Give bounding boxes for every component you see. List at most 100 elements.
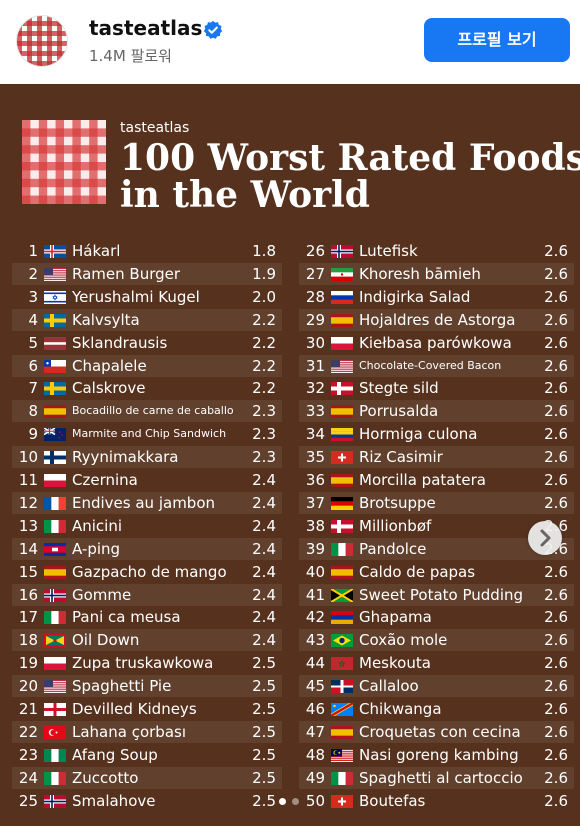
food-score: 2.4 xyxy=(252,585,276,604)
list-item: 4 Kalvsylta 2.2 xyxy=(12,308,282,331)
food-score: 2.4 xyxy=(252,539,276,558)
food-name: Gazpacho de mango xyxy=(72,562,227,581)
food-score: 2.3 xyxy=(252,425,276,444)
food-rank: 26 xyxy=(305,242,325,260)
post-image[interactable]: tasteatlas 100 Worst Rated Foods in the … xyxy=(0,84,580,826)
flag-italy-icon xyxy=(331,542,353,556)
food-rank: 2 xyxy=(28,264,38,283)
food-name: Pandolce xyxy=(359,539,427,558)
carousel-dot[interactable] xyxy=(279,798,286,805)
poster-title-line1: 100 Worst Rated Foods xyxy=(120,137,580,179)
chevron-right-icon xyxy=(540,529,551,547)
food-name: Hákarl xyxy=(72,242,121,260)
carousel-next-button[interactable] xyxy=(528,521,562,555)
flag-spain-icon xyxy=(331,405,353,419)
food-name: Brotsuppe xyxy=(359,493,436,512)
food-score: 2.6 xyxy=(544,700,568,718)
flag-england-icon xyxy=(44,703,66,716)
food-score: 2.4 xyxy=(252,471,276,489)
food-name: Chapalele xyxy=(72,356,147,375)
flag-spain-icon xyxy=(331,565,353,579)
account-name[interactable]: tasteatlas xyxy=(89,16,203,40)
food-rank: 37 xyxy=(305,493,325,512)
flag-italy-icon xyxy=(44,771,66,785)
flag-france-icon xyxy=(44,496,66,510)
food-name: Ghapama xyxy=(359,608,432,627)
food-rank: 11 xyxy=(18,471,38,489)
flag-italy-icon xyxy=(44,611,66,625)
flag-grenada-icon xyxy=(44,634,66,648)
flag-iran-icon xyxy=(331,267,353,281)
food-rank: 32 xyxy=(305,379,325,398)
food-rank: 3 xyxy=(28,287,38,306)
food-rank: 1 xyxy=(28,242,38,260)
verified-badge-icon xyxy=(203,20,223,39)
food-rank: 17 xyxy=(18,608,38,627)
list-item: 41 Sweet Potato Pudding 2.6 xyxy=(299,583,574,606)
list-item: 40 Caldo de papas 2.6 xyxy=(299,561,574,583)
food-rank: 22 xyxy=(18,722,38,741)
food-name: Zupa truskawkowa xyxy=(72,654,214,673)
list-item: 7 Calskrove 2.2 xyxy=(12,377,282,399)
food-name: Nasi goreng kambing xyxy=(359,745,519,764)
list-item: 34 Hormiga culona 2.6 xyxy=(299,423,574,445)
food-score: 2.2 xyxy=(252,379,276,398)
food-name: Yerushalmi Kugel xyxy=(72,287,200,306)
list-item: 26 Lutefisk 2.6 xyxy=(299,240,574,262)
flag-cambodia-icon xyxy=(44,542,66,556)
food-score: 2.6 xyxy=(544,585,568,604)
list-item: 30 Kiełbasa parówkowa 2.6 xyxy=(299,332,574,354)
list-item: 25 Smalahove 2.5 xyxy=(12,790,282,812)
list-item: 17 Pani ca meusa 2.4 xyxy=(12,606,282,628)
food-name: Lutefisk xyxy=(359,242,418,260)
food-score: 2.4 xyxy=(252,562,276,581)
food-name: Spaghetti Pie xyxy=(72,677,172,696)
food-score: 2.6 xyxy=(544,677,568,696)
food-rank: 9 xyxy=(28,425,38,444)
food-rank: 38 xyxy=(305,516,325,535)
carousel-dot[interactable] xyxy=(292,798,299,805)
food-score: 2.6 xyxy=(544,654,568,673)
food-score: 2.5 xyxy=(252,768,276,787)
list-item: 8 Bocadillo de carne de caballo 2.3 xyxy=(12,400,282,423)
food-name: Coxão mole xyxy=(359,631,448,650)
list-item: 47 Croquetas con cecina 2.6 xyxy=(299,720,574,743)
food-score: 2.6 xyxy=(544,471,568,489)
carousel-page-indicator xyxy=(279,790,305,805)
food-name: Endives au jambon xyxy=(72,493,216,512)
poster-title-line2: in the World xyxy=(120,174,370,216)
food-rank: 46 xyxy=(305,700,325,718)
food-rank: 19 xyxy=(18,654,38,673)
flag-poland-icon xyxy=(44,657,66,671)
list-item: 28 Indigirka Salad 2.6 xyxy=(299,286,574,308)
food-name: Czernina xyxy=(72,471,138,489)
flag-usa-icon xyxy=(44,267,66,281)
food-name: Kiełbasa parówkowa xyxy=(359,333,512,352)
list-item: 12 Endives au jambon 2.4 xyxy=(12,491,282,514)
flag-norway-icon xyxy=(44,588,66,602)
food-name: Oil Down xyxy=(72,631,140,650)
flag-norway-icon xyxy=(44,794,66,808)
food-score: 2.6 xyxy=(544,631,568,650)
list-item: 32 Stegte sild 2.6 xyxy=(299,377,574,399)
food-name: Hormiga culona xyxy=(359,425,478,444)
food-score: 2.0 xyxy=(252,287,276,306)
food-score: 2.5 xyxy=(252,745,276,764)
food-name: Ryynimakkara xyxy=(72,448,179,467)
food-rank: 24 xyxy=(18,768,38,787)
flag-norway-icon xyxy=(331,245,353,258)
view-profile-button[interactable]: 프로필 보기 xyxy=(424,18,570,62)
food-rank: 16 xyxy=(18,585,38,604)
account-avatar[interactable] xyxy=(16,15,68,67)
food-rank: 43 xyxy=(305,631,325,650)
food-name: Caldo de papas xyxy=(359,562,476,581)
food-rank: 21 xyxy=(18,700,38,718)
food-score: 2.4 xyxy=(252,516,276,535)
food-name: Meskouta xyxy=(359,654,431,673)
list-item: 5 Sklandrausis 2.2 xyxy=(12,332,282,354)
food-name: Callaloo xyxy=(359,677,419,696)
food-rank: 50 xyxy=(305,791,325,810)
food-name: Marmite and Chip Sandwich xyxy=(72,427,227,441)
list-item: 11 Czernina 2.4 xyxy=(12,469,282,491)
food-score: 2.5 xyxy=(252,700,276,718)
